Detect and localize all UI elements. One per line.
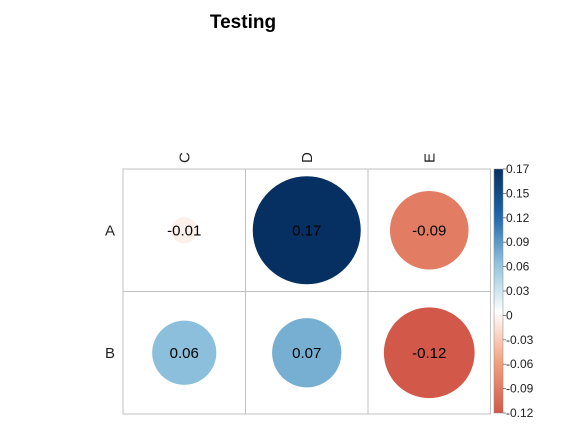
grid-cell-B-E bbox=[367, 291, 491, 415]
value-label-A-D: 0.17 bbox=[292, 222, 321, 239]
column-label-C: C bbox=[176, 152, 193, 163]
matrix-grid bbox=[122, 168, 491, 415]
colorbar-tick-label: 0 bbox=[506, 308, 513, 322]
value-label-B-C: 0.06 bbox=[170, 345, 199, 362]
matrix-axis-labels: A B C D E bbox=[105, 152, 438, 362]
colorbar-tick-label: -0.06 bbox=[506, 357, 534, 371]
column-label-E: E bbox=[421, 153, 438, 163]
colorbar-tick-label: 0.15 bbox=[506, 186, 530, 200]
value-label-B-E: -0.12 bbox=[412, 345, 446, 362]
chart-title: Testing bbox=[210, 12, 276, 33]
row-label-B: B bbox=[105, 345, 115, 362]
correlation-circles bbox=[152, 176, 475, 399]
colorbar-tick-label: 0.06 bbox=[506, 260, 530, 274]
column-label-D: D bbox=[299, 152, 316, 163]
colorbar-tick-label: 0.17 bbox=[506, 162, 530, 176]
value-label-A-E: -0.09 bbox=[412, 222, 446, 239]
colorbar-tick-label: 0.12 bbox=[506, 211, 530, 225]
circle-B-E bbox=[383, 307, 475, 399]
row-label-A: A bbox=[105, 222, 115, 239]
value-label-B-D: 0.07 bbox=[292, 345, 321, 362]
value-labels: -0.01 0.17 -0.09 0.06 0.07 -0.12 bbox=[167, 222, 446, 362]
colorbar-tick-label: 0.09 bbox=[506, 235, 530, 249]
value-label-A-C: -0.01 bbox=[167, 222, 201, 239]
colorbar-gradient bbox=[493, 168, 504, 414]
colorbar-tick-label: -0.09 bbox=[506, 382, 534, 396]
colorbar: 0.17 0.15 0.12 0.09 0.06 0.03 0 -0.03 -0.06 -0.09… bbox=[493, 162, 534, 420]
colorbar-tick-label: -0.03 bbox=[506, 333, 534, 347]
circle-B-C bbox=[152, 320, 217, 385]
colorbar-tick-label: 0.03 bbox=[506, 284, 530, 298]
colorbar-tick-label: -0.12 bbox=[506, 406, 534, 420]
circle-B-D bbox=[272, 318, 342, 388]
circle-A-E bbox=[389, 190, 469, 270]
circle-A-C bbox=[171, 217, 198, 244]
circle-A-D bbox=[252, 176, 361, 285]
